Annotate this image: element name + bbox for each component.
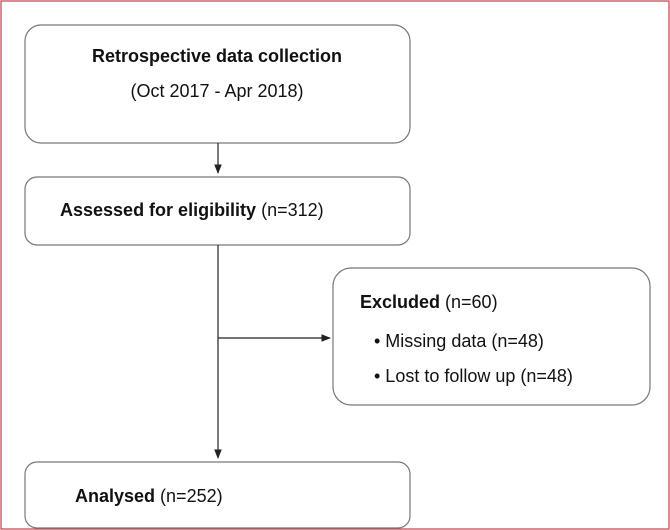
list-item: • Lost to follow up (n=48): [374, 366, 573, 386]
node-detail: (Oct 2017 - Apr 2018): [130, 81, 303, 101]
node-title: Analysed: [75, 486, 155, 506]
node-box: [332, 267, 651, 406]
node-text: Analysed (n=252): [75, 486, 223, 506]
node-text: Assessed for eligibility (n=312): [60, 200, 324, 220]
node-title: Retrospective data collection: [92, 46, 342, 66]
node-text: Excluded (n=60): [360, 292, 498, 312]
node-detail: (n=312): [256, 200, 324, 220]
node-detail: (n=252): [155, 486, 223, 506]
node-detail: (n=60): [440, 292, 498, 312]
node-box: [24, 461, 411, 529]
node-title: Excluded: [360, 292, 440, 312]
list-item: • Missing data (n=48): [374, 331, 544, 351]
node-title: Assessed for eligibility: [60, 200, 256, 220]
